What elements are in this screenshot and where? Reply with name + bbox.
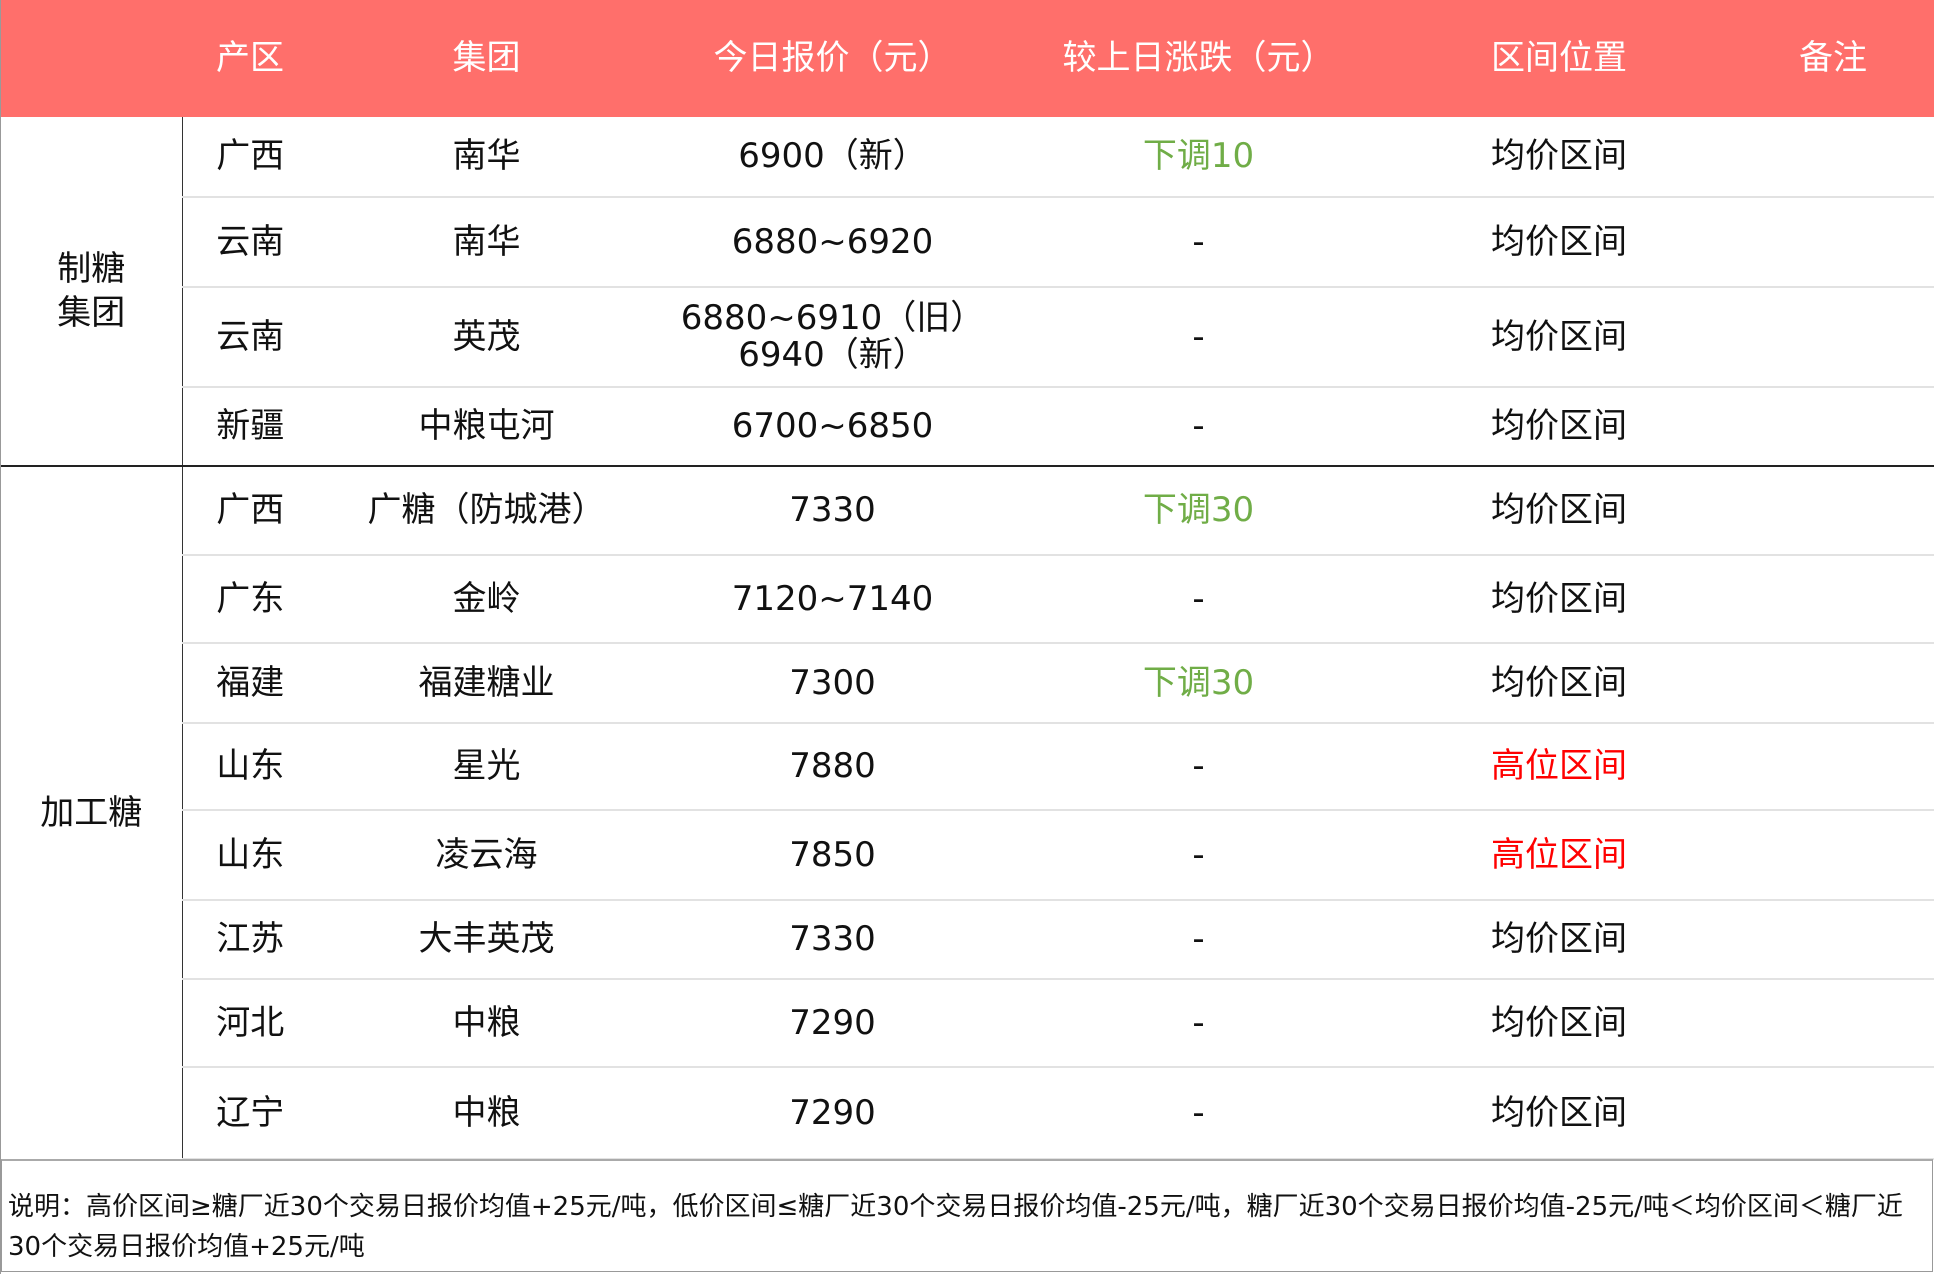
cell-change: 下调30 bbox=[1010, 643, 1387, 724]
cell-price: 6880~6920 bbox=[655, 197, 1010, 288]
cell-note bbox=[1731, 723, 1934, 811]
cell-region: 辽宁 bbox=[182, 1067, 318, 1160]
cell-position: 高位区间 bbox=[1387, 723, 1731, 811]
cell-price: 7120~7140 bbox=[655, 555, 1010, 644]
cell-position: 均价区间 bbox=[1387, 117, 1731, 198]
header-blank bbox=[1, 0, 182, 117]
cell-change: 下调10 bbox=[1010, 117, 1387, 198]
table-row: 江苏 大丰英茂 7330- 均价区间 bbox=[1, 900, 1934, 980]
cell-company: 广糖（防城港） bbox=[318, 466, 655, 556]
table-row: 河北 中粮 7290- 均价区间 bbox=[1, 979, 1934, 1068]
header-change: 较上日涨跌（元） bbox=[1010, 0, 1387, 117]
cell-change: 下调30 bbox=[1010, 466, 1387, 556]
cell-company: 南华 bbox=[318, 197, 655, 288]
table-row: 福建 福建糖业 7300 下调30 均价区间 bbox=[1, 643, 1934, 724]
table-row: 云南 南华 6880~6920- 均价区间 bbox=[1, 197, 1934, 288]
cell-change: - bbox=[1010, 197, 1387, 288]
table-header: 产区 集团 今日报价（元） 较上日涨跌（元） 区间位置 备注 bbox=[1, 0, 1934, 117]
table-row: 山东 凌云海 7850- 高位区间 bbox=[1, 810, 1934, 901]
cell-price: 7850 bbox=[655, 810, 1010, 901]
cell-region: 福建 bbox=[182, 643, 318, 724]
cell-change: - bbox=[1010, 723, 1387, 811]
cell-note bbox=[1731, 387, 1934, 467]
cell-change: - bbox=[1010, 1067, 1387, 1160]
cell-position: 均价区间 bbox=[1387, 466, 1731, 556]
cell-region: 山东 bbox=[182, 723, 318, 811]
cell-price: 7290 bbox=[655, 979, 1010, 1068]
cell-company: 中粮 bbox=[318, 1067, 655, 1160]
footnote: 说明：高价区间≥糖厂近30个交易日报价均值+25元/吨，低价区间≤糖厂近30个交… bbox=[1, 1159, 1933, 1272]
cell-price: 7880 bbox=[655, 723, 1010, 811]
cell-price: 6900（新） bbox=[655, 117, 1010, 198]
cell-region: 江苏 bbox=[182, 900, 318, 980]
cell-company: 大丰英茂 bbox=[318, 900, 655, 980]
cell-note bbox=[1731, 810, 1934, 901]
cell-region: 新疆 bbox=[182, 387, 318, 467]
cell-company: 凌云海 bbox=[318, 810, 655, 901]
cell-region: 山东 bbox=[182, 810, 318, 901]
cell-position: 均价区间 bbox=[1387, 979, 1731, 1068]
cell-price: 7290 bbox=[655, 1067, 1010, 1160]
cell-region: 广西 bbox=[182, 117, 318, 198]
cell-change: - bbox=[1010, 810, 1387, 901]
cell-company: 福建糖业 bbox=[318, 643, 655, 724]
group-label: 加工糖 bbox=[1, 466, 183, 1159]
table-row: 新疆 中粮屯河 6700~6850- 均价区间 bbox=[1, 387, 1934, 467]
group-label: 制糖 集团 bbox=[1, 117, 183, 467]
cell-change: - bbox=[1010, 287, 1387, 388]
cell-region: 云南 bbox=[182, 197, 318, 288]
header-price: 今日报价（元） bbox=[655, 0, 1010, 117]
cell-price: 7330 bbox=[655, 466, 1010, 556]
cell-company: 中粮 bbox=[318, 979, 655, 1068]
cell-price: 7330 bbox=[655, 900, 1010, 980]
cell-company: 中粮屯河 bbox=[318, 387, 655, 467]
cell-company: 星光 bbox=[318, 723, 655, 811]
cell-note bbox=[1731, 643, 1934, 724]
cell-price: 6700~6850 bbox=[655, 387, 1010, 467]
cell-region: 云南 bbox=[182, 287, 318, 388]
cell-position: 均价区间 bbox=[1387, 387, 1731, 467]
cell-position: 均价区间 bbox=[1387, 900, 1731, 980]
cell-region: 河北 bbox=[182, 979, 318, 1068]
cell-note bbox=[1731, 979, 1934, 1068]
cell-company: 南华 bbox=[318, 117, 655, 198]
sugar-price-table: 产区 集团 今日报价（元） 较上日涨跌（元） 区间位置 备注 制糖 集团 广西 南华… bbox=[1, 0, 1934, 1160]
cell-position: 均价区间 bbox=[1387, 555, 1731, 644]
cell-position: 均价区间 bbox=[1387, 287, 1731, 388]
cell-position: 均价区间 bbox=[1387, 643, 1731, 724]
table-row: 广东 金岭 7120~7140- 均价区间 bbox=[1, 555, 1934, 644]
table-row: 山东 星光 7880- 高位区间 bbox=[1, 723, 1934, 811]
cell-region: 广东 bbox=[182, 555, 318, 644]
cell-note bbox=[1731, 287, 1934, 388]
cell-change: - bbox=[1010, 555, 1387, 644]
cell-price: 6880~6910（旧） 6940（新） bbox=[655, 287, 1010, 388]
cell-note bbox=[1731, 466, 1934, 556]
cell-note bbox=[1731, 117, 1934, 198]
cell-change: - bbox=[1010, 387, 1387, 467]
cell-note bbox=[1731, 900, 1934, 980]
header-position: 区间位置 bbox=[1387, 0, 1731, 117]
cell-note bbox=[1731, 197, 1934, 288]
table-row: 加工糖 广西 广糖（防城港） 7330 下调30 均价区间 bbox=[1, 466, 1934, 1159]
table-row: 云南 英茂 6880~6910（旧） 6940（新） - 均价区间 bbox=[1, 287, 1934, 388]
cell-company: 金岭 bbox=[318, 555, 655, 644]
cell-change: - bbox=[1010, 979, 1387, 1068]
cell-position: 均价区间 bbox=[1387, 197, 1731, 288]
cell-position: 均价区间 bbox=[1387, 1067, 1731, 1160]
table-row: 辽宁 中粮 7290- 均价区间 bbox=[1, 1067, 1934, 1160]
header-region: 产区 bbox=[182, 0, 318, 117]
header-note: 备注 bbox=[1731, 0, 1934, 117]
cell-company: 英茂 bbox=[318, 287, 655, 388]
cell-price: 7300 bbox=[655, 643, 1010, 724]
cell-note bbox=[1731, 1067, 1934, 1160]
table-row: 制糖 集团 广西 南华 6900（新） 下调10 均价区间 bbox=[1, 117, 1934, 467]
header-company: 集团 bbox=[318, 0, 655, 117]
cell-region: 广西 bbox=[182, 466, 318, 556]
cell-position: 高位区间 bbox=[1387, 810, 1731, 901]
cell-note bbox=[1731, 555, 1934, 644]
cell-change: - bbox=[1010, 900, 1387, 980]
